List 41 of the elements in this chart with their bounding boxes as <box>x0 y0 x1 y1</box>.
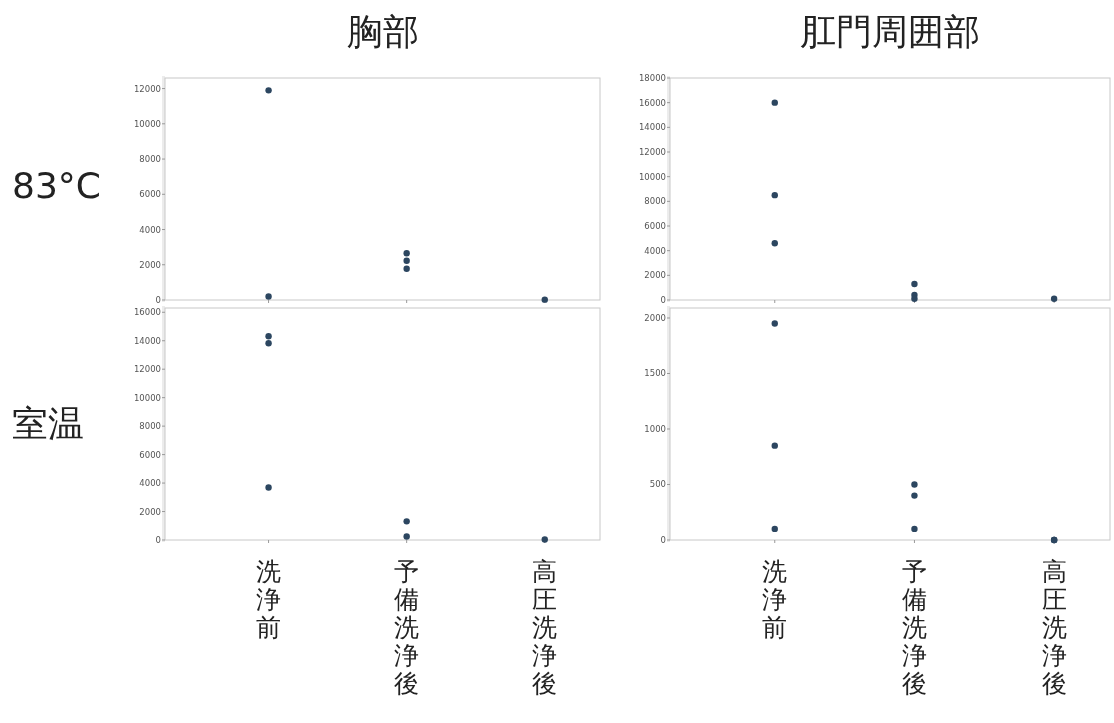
y-tick-label: 6000 <box>644 221 666 231</box>
x-tick-label: 高圧洗浄後 <box>1041 557 1068 698</box>
y-tick-label: 12000 <box>133 83 161 94</box>
y-tick-label: 6000 <box>139 189 161 200</box>
chart-title: 肛門周囲部 <box>800 10 980 54</box>
y-tick-label: 10000 <box>133 392 161 403</box>
y-tick-label: 0 <box>660 295 666 305</box>
x-tick-label: 洗浄前 <box>761 557 788 642</box>
y-tick-label: 500 <box>649 479 666 490</box>
y-tick-label: 1500 <box>644 368 666 379</box>
chart-title: 胸部 <box>346 10 419 54</box>
y-tick-label: 18000 <box>638 73 666 83</box>
y-axis-title: 室温 <box>12 402 84 446</box>
x-tick-label: 高圧洗浄後 <box>531 557 558 698</box>
y-tick-label: 0 <box>660 535 666 545</box>
y-tick-label: 8000 <box>644 196 666 207</box>
y-axis-title: 83°C <box>12 165 101 206</box>
y-tick-label: 2000 <box>644 270 666 281</box>
y-tick-label: 0 <box>155 295 161 305</box>
y-tick-label: 10000 <box>133 118 161 129</box>
y-tick-label: 16000 <box>638 97 666 108</box>
y-tick-label: 16000 <box>133 307 161 318</box>
y-tick-label: 14000 <box>638 122 666 133</box>
y-tick-label: 12000 <box>133 364 161 375</box>
y-tick-label: 4000 <box>139 478 161 489</box>
y-tick-label: 12000 <box>638 147 666 157</box>
y-tick-label: 2000 <box>139 506 161 517</box>
y-tick-label: 2000 <box>139 259 161 270</box>
y-tick-label: 1000 <box>644 424 666 434</box>
y-tick-label: 8000 <box>139 154 161 165</box>
y-tick-label: 0 <box>155 535 161 545</box>
y-tick-label: 2000 <box>644 312 666 323</box>
y-tick-label: 14000 <box>133 335 161 346</box>
y-tick-label: 4000 <box>139 224 161 235</box>
x-tick-label: 予備洗浄後 <box>393 557 420 698</box>
y-tick-label: 10000 <box>638 171 666 182</box>
x-tick-label: 洗浄前 <box>255 557 282 642</box>
y-tick-label: 6000 <box>139 449 161 460</box>
y-tick-label: 8000 <box>139 421 161 432</box>
x-tick-label: 予備洗浄後 <box>901 557 928 698</box>
y-tick-label: 4000 <box>644 245 666 256</box>
